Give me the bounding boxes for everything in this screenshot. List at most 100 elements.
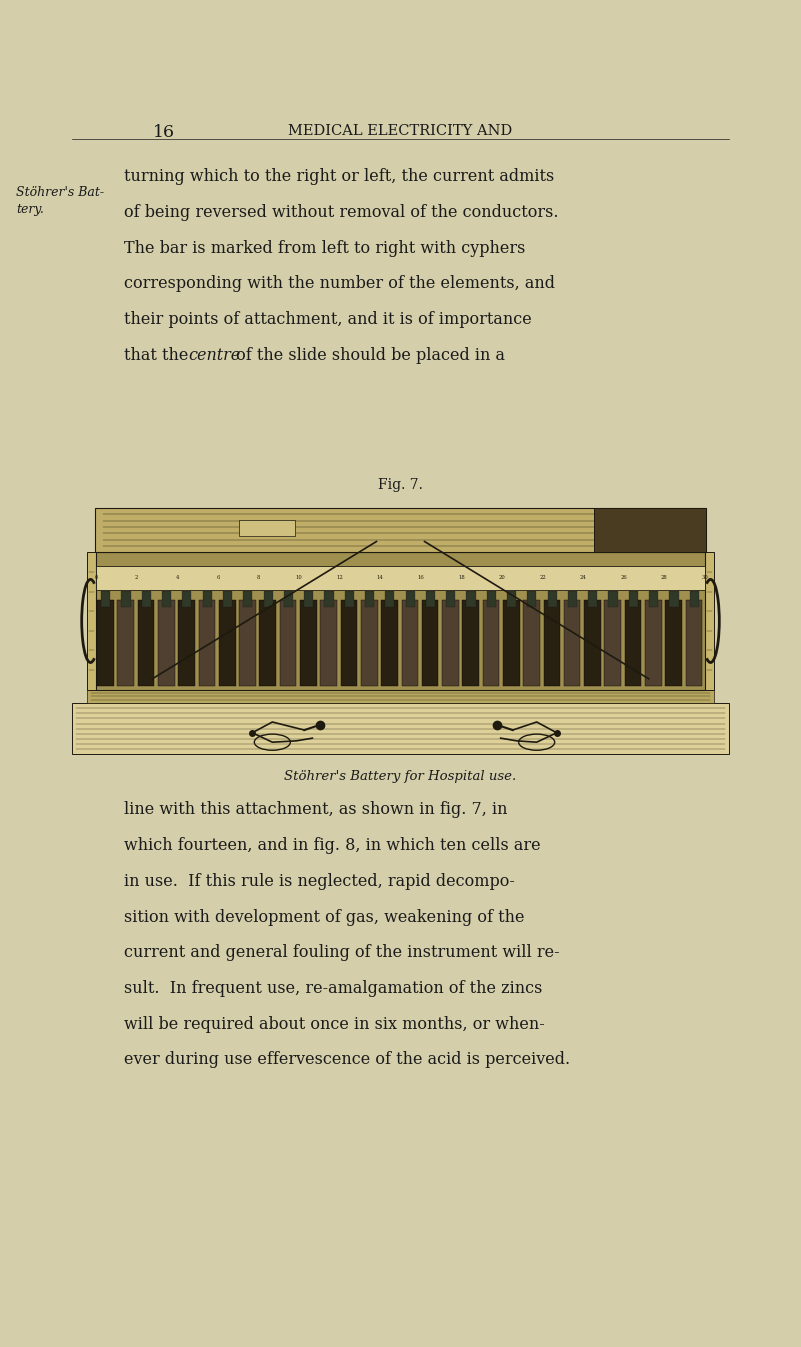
- Bar: [584, 601, 601, 686]
- Bar: [72, 703, 729, 754]
- Text: will be required about once in six months, or when-: will be required about once in six month…: [124, 1016, 545, 1033]
- Bar: [446, 591, 455, 607]
- Bar: [223, 591, 232, 607]
- Text: 24: 24: [580, 575, 586, 581]
- Text: of the slide should be placed in a: of the slide should be placed in a: [231, 348, 505, 364]
- Text: 20: 20: [498, 575, 505, 581]
- Text: in use.  If this rule is neglected, rapid decompo-: in use. If this rule is neglected, rapid…: [124, 873, 515, 890]
- Text: 6: 6: [216, 575, 219, 581]
- Bar: [527, 591, 537, 607]
- Bar: [280, 601, 296, 686]
- Text: 18: 18: [458, 575, 465, 581]
- Bar: [87, 552, 96, 690]
- Text: 2: 2: [135, 575, 139, 581]
- Text: Stöhrer's Bat-
tery.: Stöhrer's Bat- tery.: [16, 186, 104, 216]
- Bar: [588, 591, 598, 607]
- Bar: [462, 601, 479, 686]
- Bar: [629, 591, 638, 607]
- Bar: [670, 591, 678, 607]
- Bar: [219, 601, 235, 686]
- Bar: [203, 591, 211, 607]
- Bar: [466, 591, 476, 607]
- Bar: [483, 601, 499, 686]
- Bar: [122, 591, 131, 607]
- Bar: [101, 591, 111, 607]
- Bar: [594, 508, 706, 552]
- Text: 12: 12: [336, 575, 343, 581]
- Text: 22: 22: [539, 575, 546, 581]
- Bar: [300, 601, 316, 686]
- Text: centre: centre: [188, 348, 240, 364]
- Bar: [96, 566, 705, 590]
- Bar: [690, 591, 698, 607]
- Bar: [503, 601, 520, 686]
- Bar: [244, 591, 252, 607]
- Bar: [365, 591, 374, 607]
- Text: current and general fouling of the instrument will re-: current and general fouling of the instr…: [124, 944, 560, 962]
- Bar: [381, 601, 398, 686]
- Text: The bar is marked from left to right with cyphers: The bar is marked from left to right wit…: [124, 240, 525, 257]
- Bar: [361, 601, 377, 686]
- Bar: [340, 601, 357, 686]
- Bar: [568, 591, 577, 607]
- Bar: [523, 601, 540, 686]
- Bar: [609, 591, 618, 607]
- Text: 16: 16: [153, 124, 175, 141]
- Bar: [422, 601, 438, 686]
- Bar: [442, 601, 459, 686]
- Text: 28: 28: [661, 575, 668, 581]
- Bar: [544, 601, 560, 686]
- Bar: [118, 601, 134, 686]
- Text: corresponding with the number of the elements, and: corresponding with the number of the ele…: [124, 276, 555, 292]
- Text: their points of attachment, and it is of importance: their points of attachment, and it is of…: [124, 311, 532, 329]
- Bar: [605, 601, 621, 686]
- Text: of being reversed without removal of the conductors.: of being reversed without removal of the…: [124, 205, 558, 221]
- Bar: [426, 591, 435, 607]
- Bar: [625, 601, 642, 686]
- Text: which fourteen, and in fig. 8, in which ten cells are: which fourteen, and in fig. 8, in which …: [124, 838, 541, 854]
- Text: line with this attachment, as shown in fig. 7, in: line with this attachment, as shown in f…: [124, 801, 508, 819]
- Text: 30: 30: [702, 575, 708, 581]
- Bar: [183, 591, 191, 607]
- Text: Stöhrer's Battery for Hospital use.: Stöhrer's Battery for Hospital use.: [284, 770, 517, 784]
- Bar: [686, 601, 702, 686]
- Text: 10: 10: [296, 575, 303, 581]
- Bar: [705, 552, 714, 690]
- Bar: [95, 508, 706, 552]
- Text: turning which to the right or left, the current admits: turning which to the right or left, the …: [124, 168, 554, 186]
- Bar: [666, 601, 682, 686]
- Text: 0: 0: [95, 575, 98, 581]
- Bar: [487, 591, 496, 607]
- Text: 14: 14: [376, 575, 384, 581]
- Text: MEDICAL ELECTRICITY AND: MEDICAL ELECTRICITY AND: [288, 124, 513, 137]
- Bar: [96, 552, 705, 690]
- Bar: [344, 591, 354, 607]
- Bar: [260, 601, 276, 686]
- Bar: [548, 591, 557, 607]
- Bar: [385, 591, 394, 607]
- Bar: [138, 601, 155, 686]
- Bar: [405, 591, 415, 607]
- Text: 8: 8: [257, 575, 260, 581]
- Text: 26: 26: [620, 575, 627, 581]
- Bar: [97, 601, 114, 686]
- Bar: [324, 591, 333, 607]
- Bar: [645, 601, 662, 686]
- Text: 16: 16: [417, 575, 425, 581]
- Bar: [401, 601, 418, 686]
- Bar: [564, 601, 581, 686]
- Bar: [320, 601, 337, 686]
- Text: ever during use effervescence of the acid is perceived.: ever during use effervescence of the aci…: [124, 1051, 570, 1068]
- Bar: [649, 591, 658, 607]
- Text: sult.  In frequent use, re-amalgamation of the zincs: sult. In frequent use, re-amalgamation o…: [124, 981, 542, 997]
- Bar: [162, 591, 171, 607]
- Text: Fig. 7.: Fig. 7.: [378, 478, 423, 492]
- Bar: [179, 601, 195, 686]
- Bar: [239, 520, 295, 536]
- Bar: [158, 601, 175, 686]
- Bar: [87, 690, 714, 703]
- Bar: [284, 591, 293, 607]
- Bar: [199, 601, 215, 686]
- Text: sition with development of gas, weakening of the: sition with development of gas, weakenin…: [124, 908, 525, 925]
- Text: 4: 4: [175, 575, 179, 581]
